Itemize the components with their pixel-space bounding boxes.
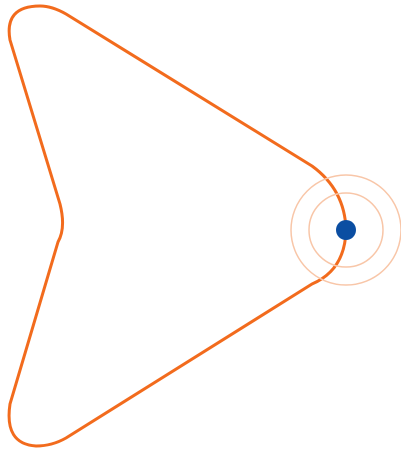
location-dot-icon [336,220,356,240]
pulse-ring-inner [308,192,384,268]
arrowhead-outline-path [7,4,348,448]
pulse-ring-outer [290,174,401,286]
